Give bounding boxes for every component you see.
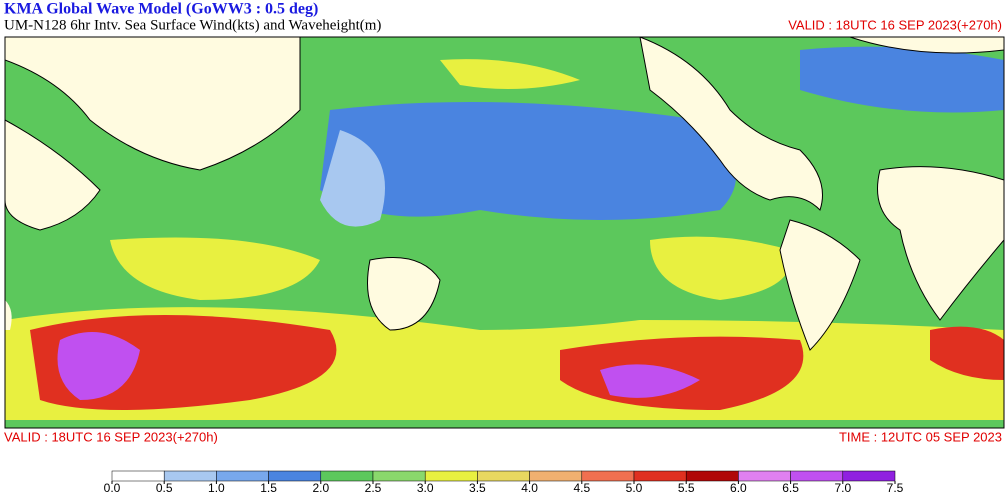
colorbar: 0.0 0.5 1.0 1.5 2.0 2.5 3.0 3.5 4.0 4.5 5.0 5.5 6.0 6…	[104, 470, 904, 495]
colorbar-segment	[738, 470, 791, 482]
colorbar-label: 2.0	[312, 481, 329, 495]
colorbar-segment	[216, 470, 269, 482]
colorbar-label: 3.5	[469, 481, 486, 495]
colorbar-label: 7.0	[834, 481, 851, 495]
colorbar-label: 3.0	[417, 481, 434, 495]
colorbar-label: 7.5	[887, 481, 904, 495]
colorbar-segment	[320, 470, 374, 482]
colorbar-label: 1.0	[208, 481, 225, 495]
colorbar-segment	[633, 470, 687, 482]
map	[4, 36, 1005, 429]
run-time: TIME : 12UTC 05 SEP 2023	[839, 429, 1002, 444]
title: KMA Global Wave Model (GoWW3 : 0.5 deg)	[4, 1, 318, 18]
colorbar-label: 0.0	[104, 481, 121, 495]
subtitle: UM-N128 6hr Intv. Sea Surface Wind(kts) …	[4, 17, 381, 33]
colorbar-segment	[163, 470, 217, 482]
colorbar-segment	[529, 470, 583, 482]
colorbar-segment	[685, 470, 739, 482]
colorbar-label: 2.5	[365, 481, 382, 495]
valid-top: VALID : 18UTC 16 SEP 2023(+270h)	[788, 17, 1002, 32]
colorbar-label: 6.0	[730, 481, 747, 495]
colorbar-label: 6.5	[782, 481, 799, 495]
colorbar-segment	[424, 470, 478, 482]
colorbar-segment	[111, 470, 165, 482]
colorbar-segment	[372, 470, 426, 482]
colorbar-label: 1.5	[260, 481, 277, 495]
colorbar-label: 5.0	[626, 481, 643, 495]
colorbar-segment	[790, 470, 844, 482]
colorbar-label: 4.0	[521, 481, 538, 495]
colorbar-segment	[268, 470, 322, 482]
colorbar-label: 5.5	[678, 481, 695, 495]
colorbar-segment	[581, 470, 635, 482]
colorbar-segment	[842, 470, 896, 482]
colorbar-segment	[477, 470, 530, 482]
colorbar-label: 4.5	[573, 481, 590, 495]
colorbar-label: 0.5	[156, 481, 173, 495]
valid-bottom: VALID : 18UTC 16 SEP 2023(+270h)	[4, 429, 218, 444]
